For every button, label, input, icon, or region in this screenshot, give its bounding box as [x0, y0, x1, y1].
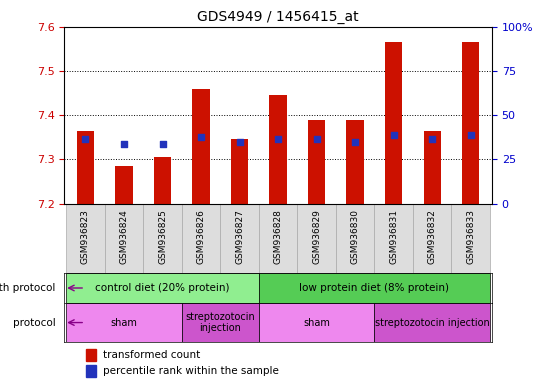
Bar	[182, 303, 259, 342]
Point	[197, 134, 206, 140]
Text: sham: sham	[111, 318, 138, 328]
Bar	[66, 204, 105, 273]
Point	[235, 139, 244, 145]
Bar	[115, 166, 132, 204]
Bar	[143, 204, 182, 273]
Text: GSM936829: GSM936829	[312, 209, 321, 264]
Bar	[77, 131, 94, 204]
Bar	[259, 303, 375, 342]
Text: GSM936832: GSM936832	[428, 209, 437, 264]
Bar	[462, 42, 480, 204]
Point	[312, 136, 321, 142]
Text: streptozotocin injection: streptozotocin injection	[375, 318, 490, 328]
Text: GSM936833: GSM936833	[466, 209, 475, 264]
Text: GSM936827: GSM936827	[235, 209, 244, 264]
Bar	[259, 204, 297, 273]
Bar	[424, 131, 441, 204]
Bar	[385, 42, 402, 204]
Bar	[182, 204, 220, 273]
Text: GSM936830: GSM936830	[350, 209, 359, 264]
Bar	[192, 89, 210, 204]
Bar	[336, 204, 375, 273]
Bar	[269, 95, 287, 204]
Text: streptozotocin
injection: streptozotocin injection	[186, 312, 255, 333]
Bar	[66, 273, 259, 303]
Text: percentile rank within the sample: percentile rank within the sample	[103, 366, 278, 376]
Bar	[86, 349, 96, 361]
Text: sham: sham	[303, 318, 330, 328]
Text: transformed count: transformed count	[103, 350, 200, 360]
Text: control diet (20% protein): control diet (20% protein)	[95, 283, 230, 293]
Bar	[308, 120, 325, 204]
Bar	[297, 204, 336, 273]
Point	[466, 132, 475, 138]
Bar	[105, 204, 143, 273]
Bar	[154, 157, 171, 204]
Point	[389, 132, 398, 138]
Bar	[347, 120, 364, 204]
Bar	[413, 204, 452, 273]
Bar	[452, 204, 490, 273]
Text: protocol: protocol	[13, 318, 56, 328]
Title: GDS4949 / 1456415_at: GDS4949 / 1456415_at	[197, 10, 359, 25]
Point	[428, 136, 437, 142]
Bar	[231, 139, 248, 204]
Text: GSM936826: GSM936826	[197, 209, 206, 264]
Bar	[375, 303, 490, 342]
Text: GSM936831: GSM936831	[389, 209, 398, 264]
Point	[81, 136, 90, 142]
Bar	[259, 273, 490, 303]
Text: GSM936823: GSM936823	[81, 209, 90, 264]
Bar	[86, 365, 96, 377]
Bar	[66, 303, 182, 342]
Bar	[220, 204, 259, 273]
Point	[158, 141, 167, 147]
Point	[120, 141, 129, 147]
Text: low protein diet (8% protein): low protein diet (8% protein)	[300, 283, 449, 293]
Text: GSM936825: GSM936825	[158, 209, 167, 264]
Point	[350, 139, 359, 145]
Text: growth protocol: growth protocol	[0, 283, 56, 293]
Text: GSM936824: GSM936824	[120, 209, 129, 264]
Bar	[375, 204, 413, 273]
Text: GSM936828: GSM936828	[273, 209, 283, 264]
Point	[273, 136, 282, 142]
